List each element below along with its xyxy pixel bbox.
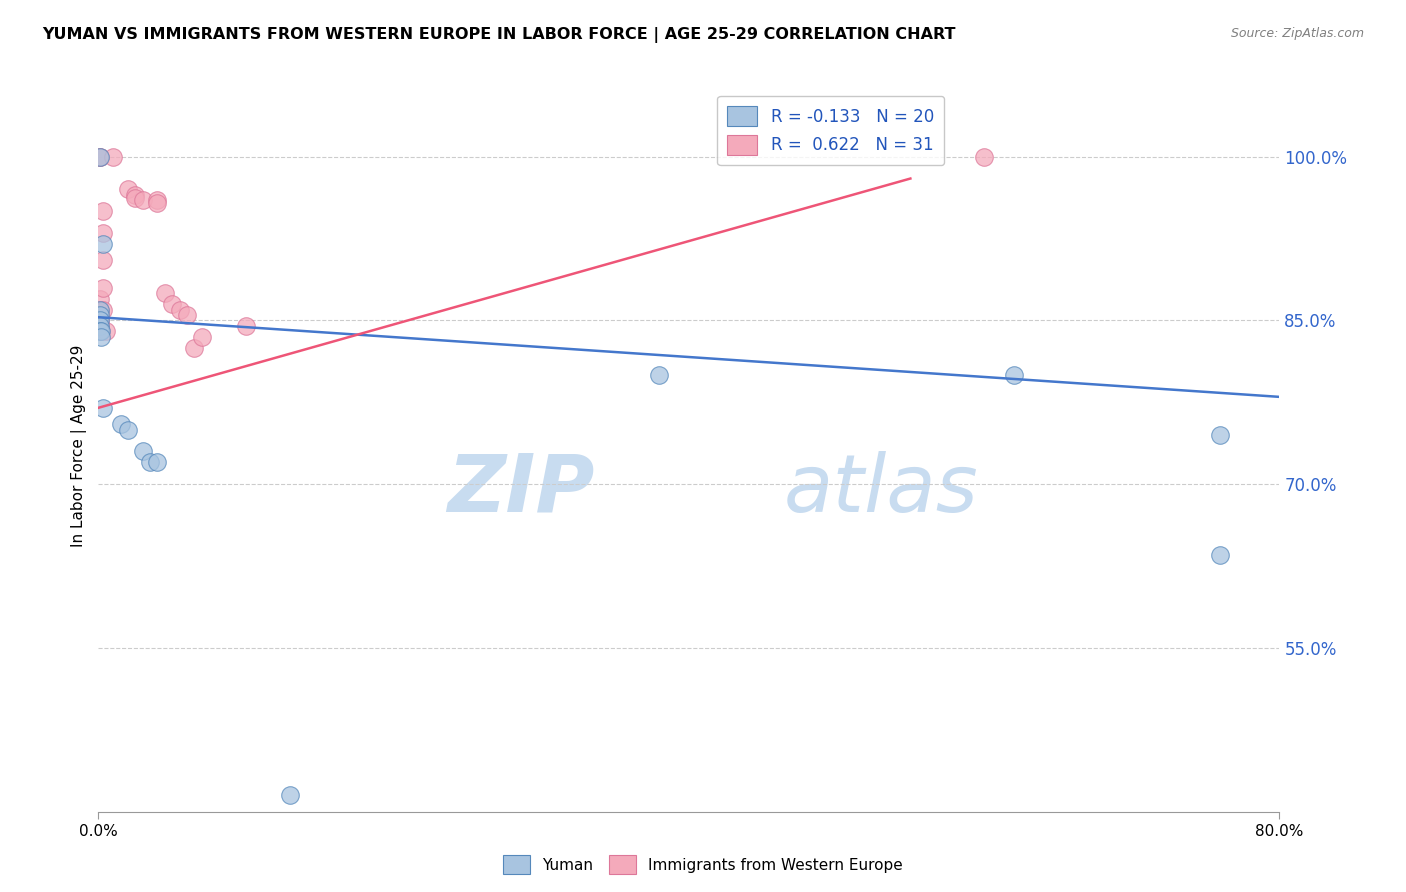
Point [89,311,111,326]
Point [94,324,117,338]
Point [89,308,111,322]
Point [89,302,111,317]
Point [91,237,114,252]
Point [146,195,169,210]
Point [162,297,183,311]
Point [1209,428,1232,442]
Point [183,341,205,355]
Text: atlas: atlas [783,450,979,529]
Point [146,194,169,208]
Point [89,324,111,338]
Point [973,150,995,164]
Point [1002,368,1025,382]
Point [648,368,671,382]
Point [89,150,111,164]
Point [89,308,111,322]
Legend: Yuman, Immigrants from Western Europe: Yuman, Immigrants from Western Europe [496,849,910,880]
Point [90,324,112,338]
Point [110,417,132,432]
Point [153,286,176,301]
Point [89,292,111,306]
Point [91,226,114,240]
Point [117,423,139,437]
Point [91,204,114,219]
Point [132,194,155,208]
Point [89,313,111,327]
Point [90,330,112,344]
Point [124,191,146,205]
Point [169,302,191,317]
Point [235,318,257,333]
Point [103,150,125,164]
Point [89,150,111,164]
Point [91,401,114,415]
Point [89,150,111,164]
Text: Source: ZipAtlas.com: Source: ZipAtlas.com [1230,27,1364,40]
Point [89,316,111,330]
Y-axis label: In Labor Force | Age 25-29: In Labor Force | Age 25-29 [72,345,87,547]
Point [89,304,111,318]
Point [146,455,169,469]
Text: YUMAN VS IMMIGRANTS FROM WESTERN EUROPE IN LABOR FORCE | AGE 25-29 CORRELATION C: YUMAN VS IMMIGRANTS FROM WESTERN EUROPE … [42,27,956,43]
Point [1209,548,1232,562]
Point [124,188,146,202]
Point [89,318,111,333]
Point [139,455,162,469]
Point [91,302,114,317]
Point [91,281,114,295]
Point [132,444,155,458]
Point [89,302,111,317]
Point [90,324,112,338]
Point [278,789,302,803]
Text: ZIP: ZIP [447,450,595,529]
Point [117,182,139,196]
Legend: R = -0.133   N = 20, R =  0.622   N = 31: R = -0.133 N = 20, R = 0.622 N = 31 [717,96,943,165]
Point [91,253,114,268]
Point [176,308,198,322]
Point [191,330,214,344]
Point [89,318,111,333]
